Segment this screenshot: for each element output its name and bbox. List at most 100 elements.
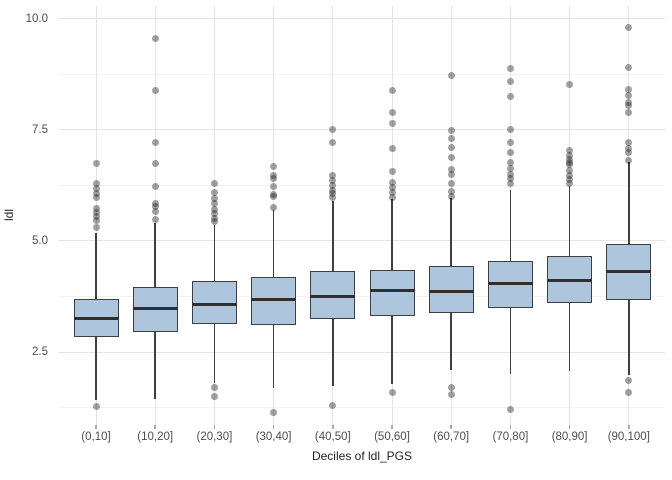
outlier-point [329, 126, 337, 134]
x-tick-label: (70,80] [492, 431, 529, 443]
median-line [191, 302, 237, 306]
gridline-major-y [59, 351, 665, 353]
outlier-point [625, 92, 633, 100]
outlier-point [92, 189, 100, 197]
gridline-minor-y [59, 184, 665, 186]
outlier-point [625, 148, 633, 156]
x-tick-mark [450, 425, 452, 429]
outlier-point [388, 193, 396, 201]
outlier-point [210, 218, 218, 226]
gridline-major-x [213, 6, 215, 425]
y-tick-label: 7.5 [32, 123, 48, 136]
outlier-point [151, 34, 159, 42]
outlier-point [270, 171, 278, 179]
box-rect [428, 266, 474, 313]
median-line [487, 281, 533, 285]
outlier-point [506, 65, 514, 73]
outlier-point [329, 171, 337, 179]
outlier-point [92, 217, 100, 225]
outlier-point [447, 390, 455, 398]
outlier-point [625, 24, 633, 32]
outlier-point [625, 86, 633, 94]
outlier-point [625, 102, 633, 110]
outlier-point [625, 99, 633, 107]
outlier-point [270, 190, 278, 198]
outlier-point [625, 63, 633, 71]
x-tick-label: (30,40] [255, 431, 292, 443]
outlier-point [566, 158, 574, 166]
outlier-point [566, 81, 574, 89]
outlier-point [388, 86, 396, 94]
outlier-point [447, 127, 455, 135]
outlier-point [329, 193, 337, 201]
x-tick-label: (0,10] [81, 431, 111, 443]
outlier-point [388, 178, 396, 186]
outlier-point [388, 168, 396, 176]
outlier-point [447, 170, 455, 178]
outlier-point [92, 209, 100, 217]
outlier-point [625, 388, 633, 396]
outlier-point [388, 145, 396, 153]
outlier-point [329, 186, 337, 194]
outlier-point [151, 86, 159, 94]
outlier-point [151, 216, 159, 224]
outlier-point [447, 188, 455, 196]
outlier-point [92, 213, 100, 221]
outlier-point [566, 160, 574, 168]
outlier-point [506, 165, 514, 173]
outlier-point [388, 189, 396, 197]
x-tick-mark [509, 425, 512, 429]
x-tick-label: (60,70] [433, 431, 470, 443]
outlier-point [151, 199, 159, 207]
outlier-point [329, 176, 337, 184]
x-tick-mark [332, 425, 334, 429]
outlier-point [625, 376, 633, 384]
outlier-point [92, 159, 100, 167]
outlier-point [151, 202, 159, 210]
outlier-point [92, 179, 100, 187]
outlier-point [625, 109, 633, 117]
x-tick-mark [391, 425, 393, 429]
outlier-point [566, 167, 574, 175]
gridline-major-y [59, 18, 665, 19]
outlier-point [506, 170, 514, 178]
outlier-point [506, 78, 514, 86]
outlier-point [151, 138, 159, 146]
outlier-point [447, 192, 455, 200]
outlier-point [506, 405, 514, 413]
outlier-point [210, 189, 218, 197]
outlier-point [447, 166, 455, 174]
x-tick-mark [628, 425, 630, 429]
outlier-point [506, 138, 514, 146]
y-tick-label: 5.0 [32, 234, 48, 247]
gridline-major-y [59, 240, 665, 242]
y-tick-label: 2.5 [32, 346, 48, 359]
outlier-point [92, 205, 100, 213]
outlier-point [506, 126, 514, 134]
gridline-major-y [59, 129, 665, 131]
outlier-point [388, 119, 396, 127]
outlier-point [388, 388, 396, 396]
outlier-point [506, 179, 514, 187]
outlier-point [329, 401, 337, 409]
outlier-point [447, 153, 455, 161]
x-tick-label: (90,100] [607, 431, 650, 443]
x-tick-label: (40,50] [314, 431, 351, 443]
x-tick-label: (10,20] [137, 431, 174, 443]
outlier-point [210, 206, 218, 214]
outlier-point [92, 223, 100, 231]
outlier-point [92, 402, 100, 410]
x-tick-label: (50,60] [374, 431, 410, 443]
gridline-major-x [95, 6, 97, 425]
outlier-point [329, 181, 337, 189]
outlier-point [566, 151, 574, 159]
outlier-point [566, 175, 574, 183]
x-tick-mark [272, 425, 275, 429]
outlier-point [210, 209, 218, 217]
outlier-point [566, 147, 574, 155]
outlier-point [270, 175, 278, 183]
outlier-point [329, 189, 337, 197]
outlier-point [210, 179, 218, 187]
outlier-point [625, 145, 633, 153]
x-axis-title: Deciles of ldl_PGS [311, 449, 413, 463]
